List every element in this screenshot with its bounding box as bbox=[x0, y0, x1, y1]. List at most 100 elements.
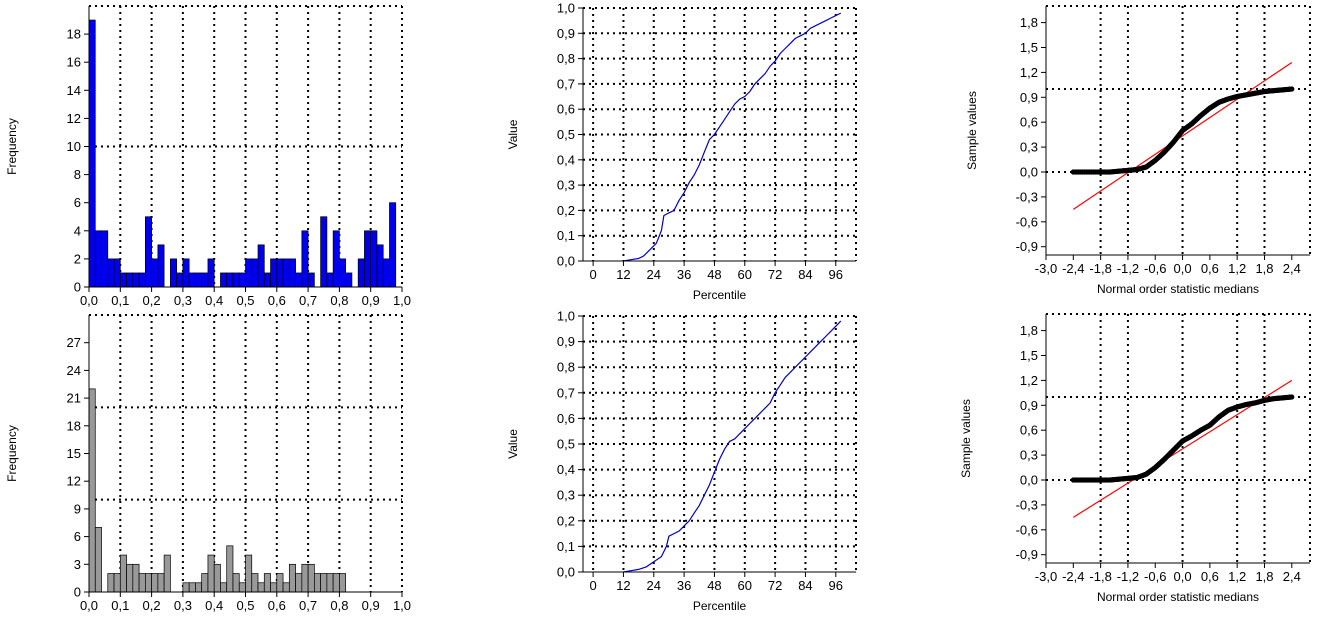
histogram-bar bbox=[207, 554, 215, 593]
chart-panel-2: 0 12 24 36 48 60 72 84 96 0,0 0,1 0,2 0,3 0,4 0,5 0,6 0,… bbox=[506, 1, 857, 302]
y-tick-label: 1,8 bbox=[1020, 15, 1038, 30]
histogram-bar bbox=[245, 258, 253, 288]
histogram-bar bbox=[94, 527, 102, 593]
histogram-bar bbox=[276, 258, 284, 288]
y-tick-label: 0 bbox=[74, 280, 81, 295]
y-tick-label: 0,8 bbox=[557, 360, 575, 375]
histogram-bar bbox=[88, 19, 96, 288]
x-tick-label: 48 bbox=[707, 267, 721, 282]
histogram-bar bbox=[307, 563, 315, 593]
x-tick-label: 0,3 bbox=[174, 293, 192, 308]
y-tick-label: -0,9 bbox=[1016, 239, 1038, 254]
x-tick-label: -3,0 bbox=[1035, 261, 1057, 276]
histogram-bar bbox=[345, 272, 353, 288]
y-tick-label: 0,6 bbox=[557, 102, 575, 117]
y-tick-label: 0,3 bbox=[557, 178, 575, 193]
x-tick-label: 24 bbox=[647, 267, 661, 282]
x-tick-label: 48 bbox=[707, 578, 721, 593]
y-tick-label: -0,9 bbox=[1016, 547, 1038, 562]
x-tick-label: 60 bbox=[738, 267, 752, 282]
histogram-bar bbox=[307, 272, 315, 288]
histogram-bar bbox=[339, 258, 347, 288]
x-tick-label: 0,1 bbox=[111, 598, 129, 613]
histogram-bar bbox=[207, 258, 215, 288]
x-tick-label: 84 bbox=[798, 267, 812, 282]
histogram-bar bbox=[138, 573, 146, 593]
x-axis-label: Normal order statistic medians bbox=[1097, 590, 1259, 604]
chart-panel-3: -3,0 -2,4 -1,8 -1,2 -0,6 0,0 0,6 1,2 1,8 2,4 -0,9 -… bbox=[965, 5, 1311, 296]
x-tick-label: -0,6 bbox=[1144, 261, 1166, 276]
y-tick-label: 1,0 bbox=[557, 1, 575, 16]
y-tick-label: 2 bbox=[74, 251, 81, 266]
histogram-bar bbox=[132, 563, 140, 593]
y-tick-label: 4 bbox=[74, 223, 81, 238]
x-axis-label: Percentile bbox=[693, 288, 747, 302]
y-tick-label: 1,2 bbox=[1020, 65, 1038, 80]
x-tick-label: 0,7 bbox=[299, 598, 317, 613]
histogram-bar bbox=[270, 582, 278, 593]
histogram-bar bbox=[226, 272, 234, 288]
y-tick-label: -0,6 bbox=[1016, 214, 1038, 229]
histogram-bar bbox=[364, 230, 372, 288]
y-tick-label: 6 bbox=[74, 195, 81, 210]
histogram-bar bbox=[220, 582, 228, 593]
sample-point bbox=[1289, 394, 1295, 400]
histogram-bar bbox=[126, 272, 134, 288]
y-tick-label: 0,7 bbox=[557, 76, 575, 91]
histogram-bar bbox=[132, 272, 140, 288]
histogram-bar bbox=[320, 216, 328, 288]
x-tick-label: 12 bbox=[616, 578, 630, 593]
x-tick-label: -2,4 bbox=[1062, 569, 1084, 584]
histogram-bar bbox=[257, 244, 265, 288]
x-axis-label: Normal order statistic medians bbox=[1097, 282, 1259, 296]
histogram-bar bbox=[288, 563, 296, 593]
histogram-bar bbox=[295, 272, 303, 288]
histogram-bar bbox=[157, 244, 165, 288]
y-tick-label: 0,5 bbox=[557, 127, 575, 142]
x-tick-label: 0 bbox=[589, 267, 596, 282]
y-tick-label: 16 bbox=[67, 55, 81, 70]
histogram-bar bbox=[282, 258, 290, 288]
x-tick-label: 1,0 bbox=[393, 598, 411, 613]
histogram-bar bbox=[226, 545, 234, 593]
histogram-bar bbox=[107, 573, 115, 593]
y-tick-label: 0,9 bbox=[557, 26, 575, 41]
x-tick-label: 72 bbox=[768, 578, 782, 593]
histogram-bar bbox=[238, 272, 246, 288]
x-tick-label: 1,0 bbox=[393, 293, 411, 308]
histogram-bar bbox=[263, 573, 271, 593]
x-tick-label: 0,6 bbox=[1201, 569, 1219, 584]
y-tick-label: 0,6 bbox=[1020, 115, 1038, 130]
histogram-bar bbox=[119, 554, 127, 593]
y-axis-label: Frequency bbox=[5, 425, 19, 482]
y-tick-label: 14 bbox=[67, 83, 81, 98]
y-tick-label: 0,3 bbox=[557, 488, 575, 503]
x-tick-label: 12 bbox=[616, 267, 630, 282]
histogram-bar bbox=[157, 573, 165, 593]
histogram-bar bbox=[182, 582, 190, 593]
histogram-bar bbox=[270, 258, 278, 288]
y-tick-label: 18 bbox=[67, 27, 81, 42]
x-tick-label: 0,3 bbox=[174, 598, 192, 613]
histogram-bar bbox=[326, 573, 334, 593]
x-tick-label: 0,2 bbox=[143, 293, 161, 308]
chart-panel-6: -3,0 -2,4 -1,8 -1,2 -0,6 0,0 0,6 1,2 1,8 2,4 -0,9 -… bbox=[959, 313, 1311, 604]
x-tick-label: 0,8 bbox=[330, 598, 348, 613]
histogram-bar bbox=[144, 573, 152, 593]
y-tick-label: 6 bbox=[74, 529, 81, 544]
x-tick-label: 72 bbox=[768, 267, 782, 282]
y-tick-label: 0,6 bbox=[557, 411, 575, 426]
histogram-bar bbox=[201, 573, 209, 593]
x-tick-label: 36 bbox=[677, 267, 691, 282]
y-tick-label: 24 bbox=[67, 363, 81, 378]
x-axis-label: Percentile bbox=[693, 599, 747, 613]
x-tick-label: -2,4 bbox=[1062, 261, 1084, 276]
histogram-bar bbox=[188, 582, 196, 593]
y-tick-label: 1,8 bbox=[1020, 323, 1038, 338]
y-tick-label: 0,1 bbox=[557, 539, 575, 554]
x-tick-label: 0,5 bbox=[236, 598, 254, 613]
y-tick-label: 0 bbox=[74, 585, 81, 600]
histogram-bar bbox=[201, 272, 209, 288]
x-tick-label: 0,4 bbox=[205, 293, 223, 308]
